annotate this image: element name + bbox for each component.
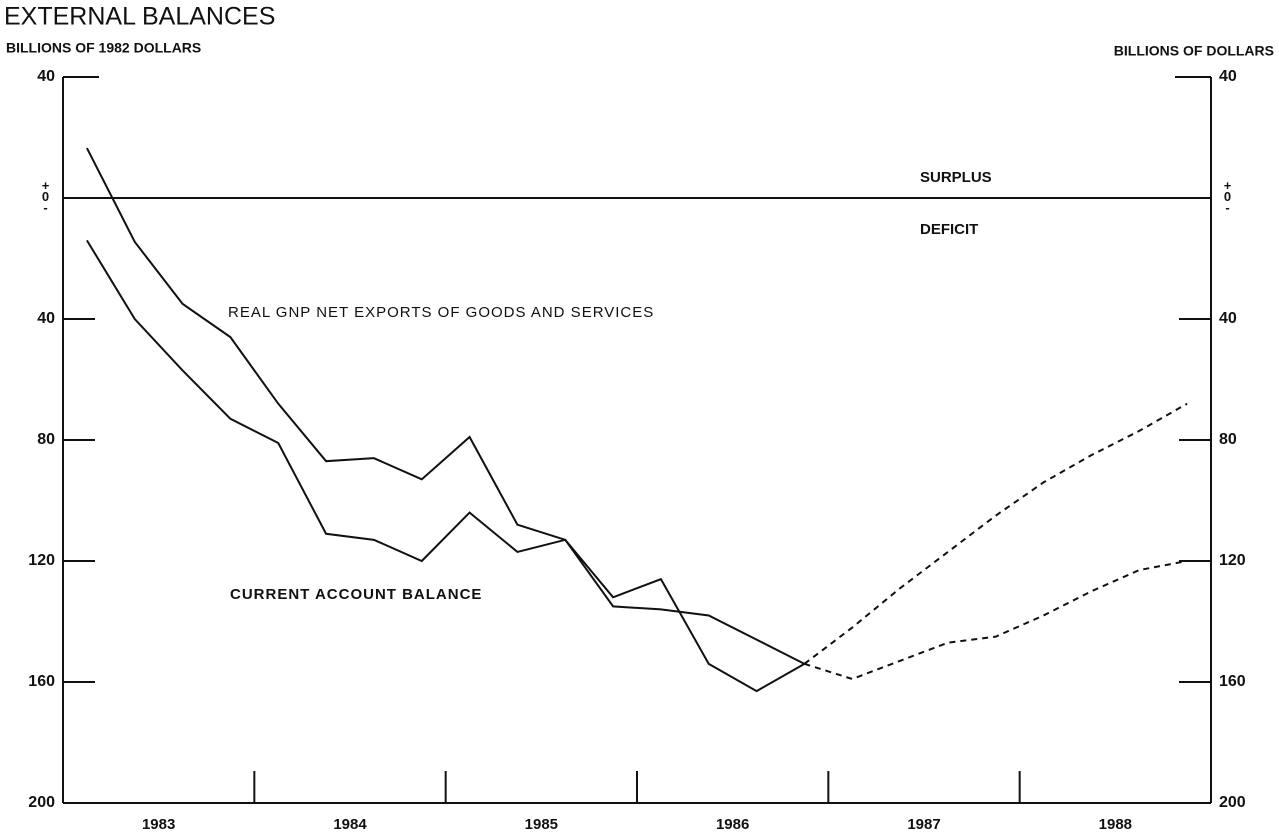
chart-title: EXTERNAL BALANCES: [4, 3, 275, 31]
series-line: [86, 239, 805, 665]
y2-tick-label: 40: [1219, 310, 1237, 327]
y-tick-label: 40: [37, 310, 55, 327]
y2-tick-label: 200: [1219, 794, 1246, 811]
y-tick-label: +0-: [1220, 178, 1235, 211]
y2-tick-label: 160: [1219, 673, 1246, 690]
series-line: [804, 560, 1188, 681]
x-tick-label: 1985: [525, 816, 558, 833]
y-tick-label: 200: [28, 794, 55, 811]
y2-tick-label: 40: [1219, 68, 1237, 85]
y-axis-label: BILLIONS OF 1982 DOLLARS: [6, 40, 201, 56]
y-tick-label: 160: [28, 673, 55, 690]
y-tick-label: 80: [37, 431, 55, 448]
x-tick-label: 1983: [142, 816, 175, 833]
x-tick-label: 1984: [333, 816, 367, 833]
series-line: [803, 402, 1188, 665]
y-tick-label: +0-: [38, 178, 53, 211]
series-label: REAL GNP NET EXPORTS OF GOODS AND SERVIC…: [228, 304, 654, 321]
series-line: [86, 147, 805, 693]
x-tick-label: 1987: [907, 816, 940, 833]
y2-axis-label: BILLIONS OF DOLLARS: [1114, 43, 1274, 59]
annotation: SURPLUS: [920, 169, 992, 186]
y2-tick-label: 80: [1219, 431, 1237, 448]
series-label: CURRENT ACCOUNT BALANCE: [230, 586, 482, 603]
y-tick-label: 120: [28, 552, 55, 569]
x-tick-label: 1986: [716, 816, 749, 833]
y2-tick-label: 120: [1219, 552, 1246, 569]
annotation: DEFICIT: [920, 221, 978, 238]
x-tick-label: 1988: [1099, 816, 1132, 833]
y-tick-label: 40: [37, 68, 55, 85]
